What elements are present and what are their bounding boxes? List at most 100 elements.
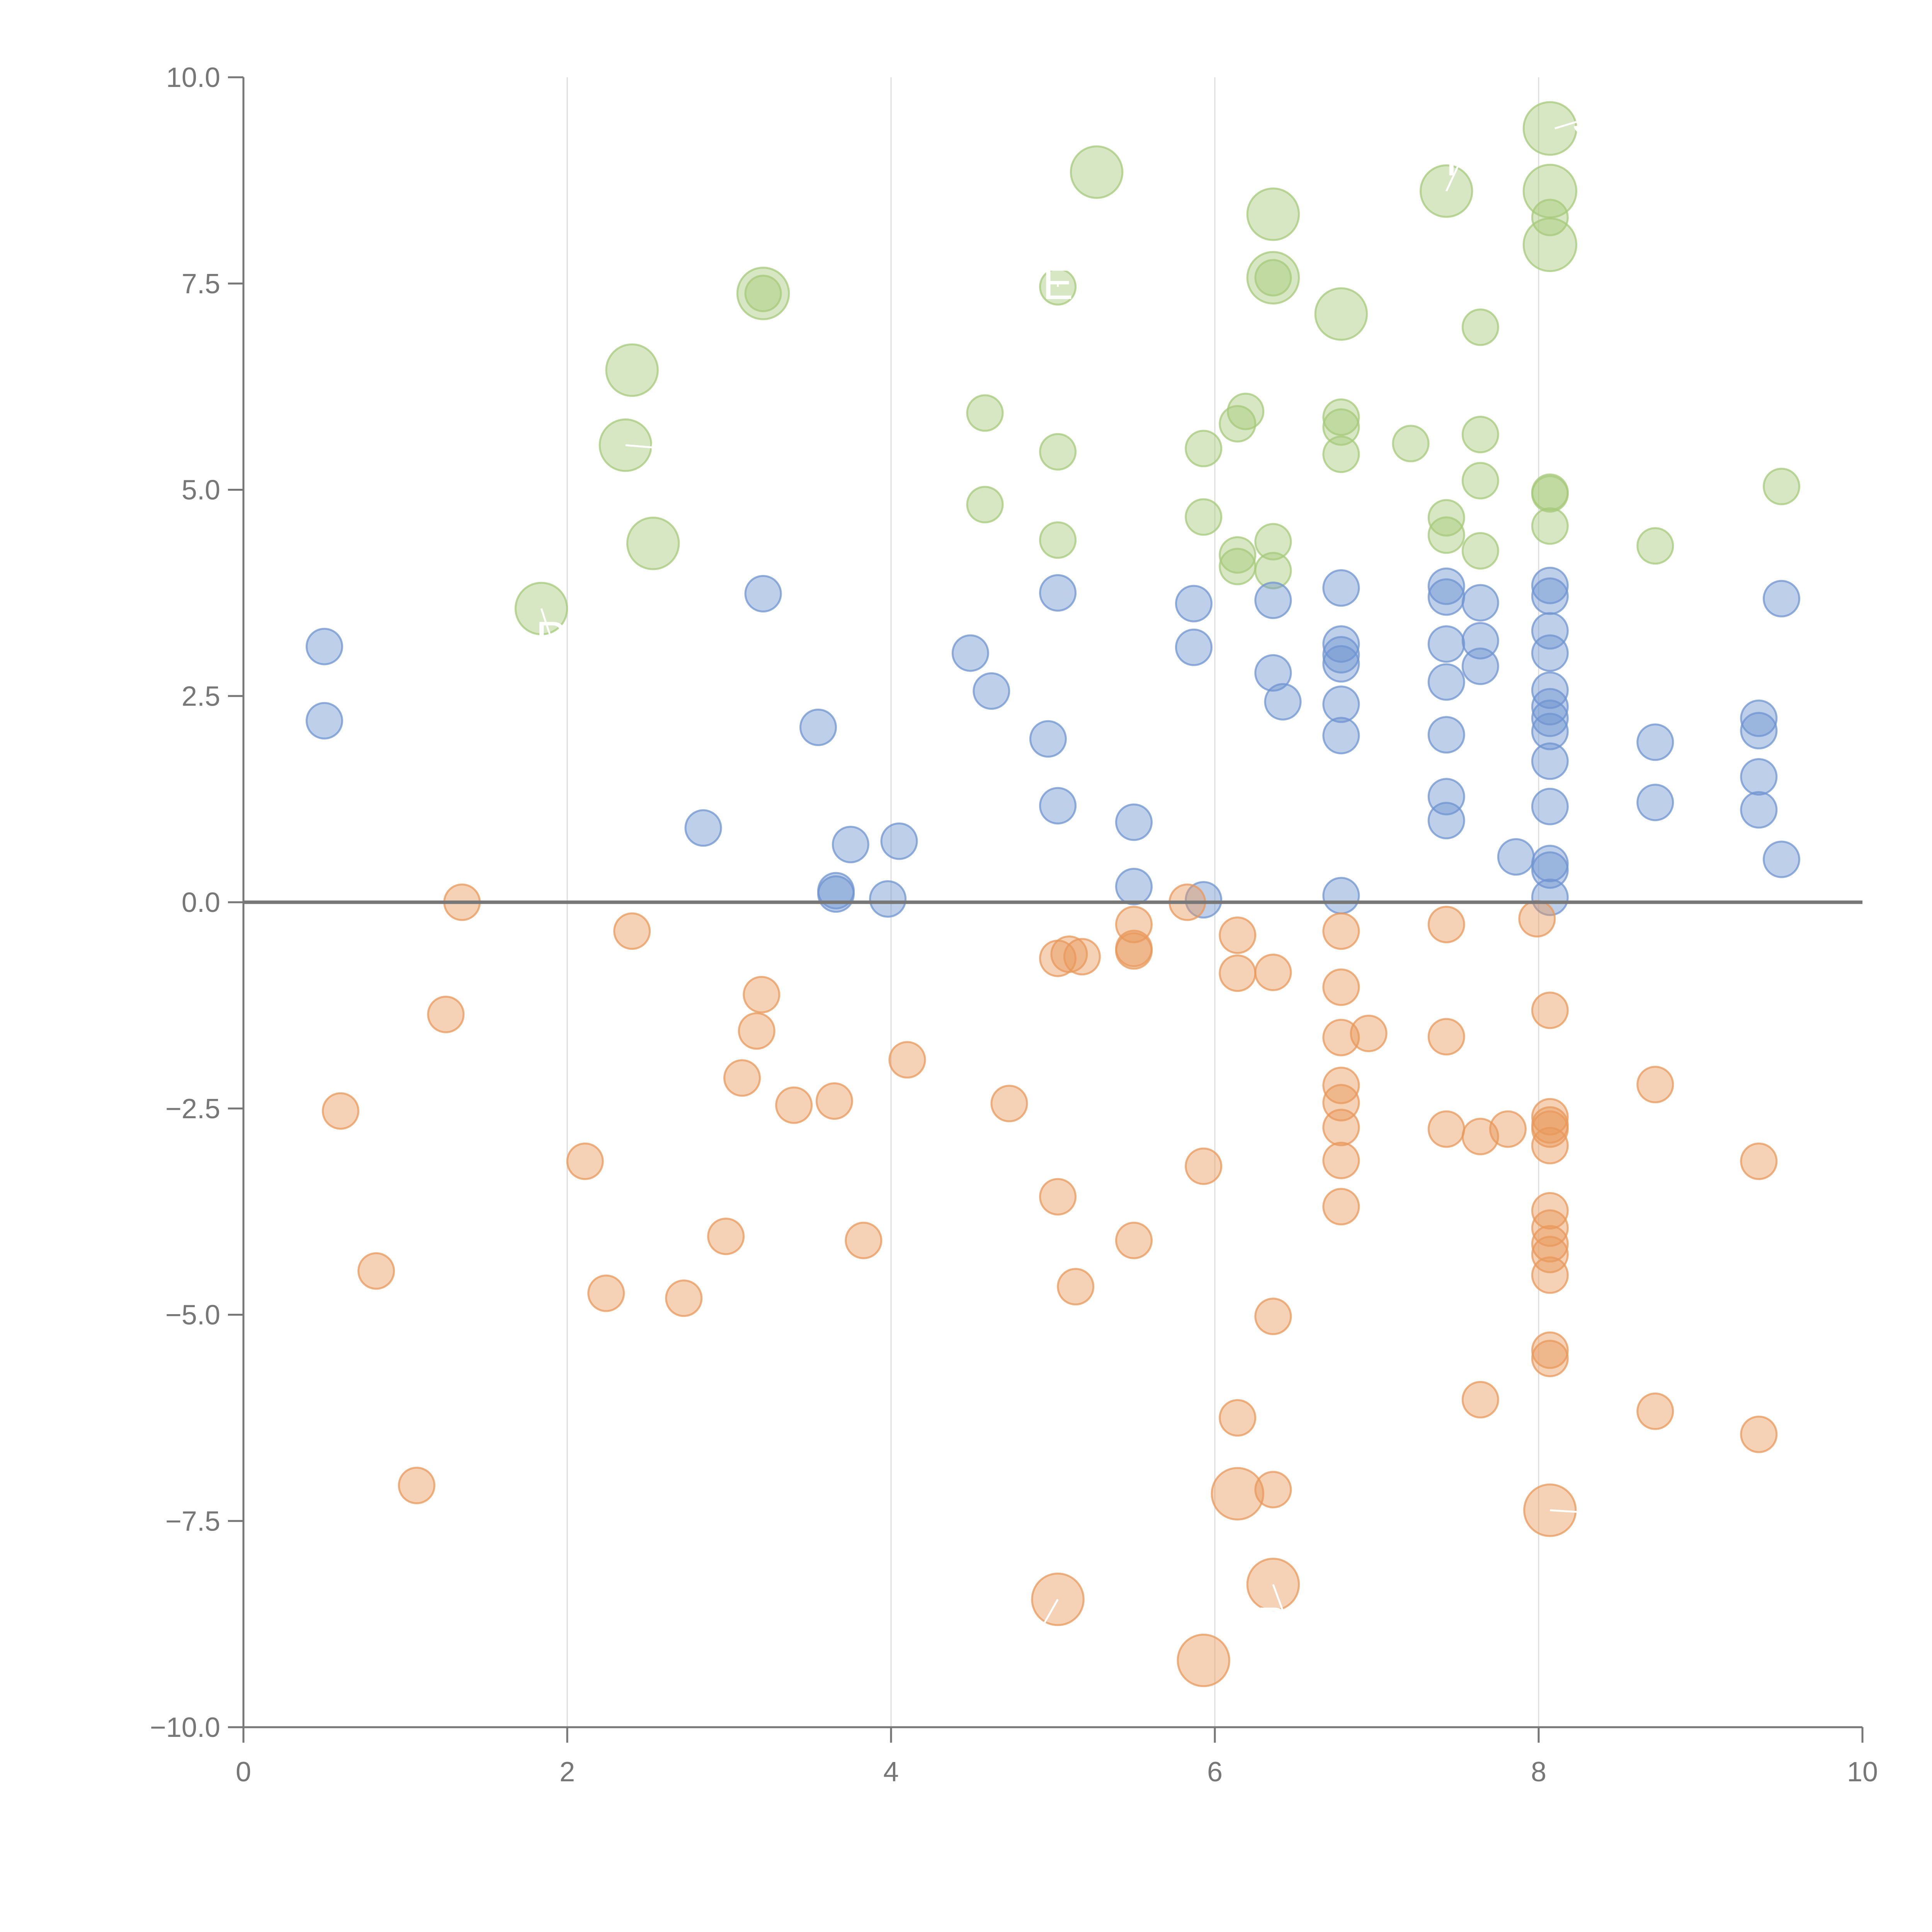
positive-bubble-49 bbox=[1531, 742, 1569, 780]
negative-bubble-11 bbox=[566, 1142, 604, 1180]
top-bubble-2 bbox=[1522, 217, 1578, 272]
top-bubble-0 bbox=[1522, 101, 1578, 156]
top-bubble-31 bbox=[1322, 435, 1360, 473]
negative-bubble-16 bbox=[738, 1012, 776, 1050]
negative-bubble-68 bbox=[1636, 1066, 1674, 1104]
positive-bubble-56 bbox=[1740, 699, 1778, 737]
positive-bubble-8 bbox=[817, 875, 855, 913]
negative-bubble-46 bbox=[1322, 1109, 1360, 1146]
positive-bubble-60 bbox=[1763, 580, 1800, 617]
top-bubble-35 bbox=[1461, 308, 1499, 346]
annotation-leader-1 bbox=[540, 608, 552, 639]
positive-bubble-10 bbox=[951, 634, 989, 672]
positive-bubble-16 bbox=[1115, 867, 1153, 905]
positive-bubble-41 bbox=[1531, 566, 1569, 604]
top-bubble-42 bbox=[1636, 527, 1674, 565]
negative-bubble-37 bbox=[1219, 1399, 1257, 1437]
negative-bubble-38 bbox=[1254, 1298, 1292, 1335]
negative-bubble-40 bbox=[1322, 912, 1360, 950]
negative-bubble-64 bbox=[1531, 1236, 1569, 1274]
positive-bubble-15 bbox=[1115, 803, 1153, 841]
positive-bubble-14 bbox=[1039, 787, 1077, 825]
negative-bubble-9 bbox=[357, 1252, 395, 1290]
top-bubble-43 bbox=[1763, 468, 1800, 505]
positive-bubble-57 bbox=[1740, 712, 1778, 750]
positive-bubble-19 bbox=[1175, 628, 1213, 666]
positive-bubble-23 bbox=[1322, 569, 1360, 607]
negative-bubble-31 bbox=[1115, 1221, 1153, 1259]
positive-bubble-1 bbox=[306, 702, 343, 740]
positive-bubble-29 bbox=[1322, 877, 1360, 915]
top-bubble-11 bbox=[626, 517, 680, 570]
top-bubble-29 bbox=[1322, 398, 1360, 436]
annotation-label-0: S bbox=[1572, 92, 1603, 144]
y-tick-label: 2.5 bbox=[182, 681, 220, 712]
negative-bubble-33 bbox=[1185, 1147, 1223, 1185]
top-bubble-20 bbox=[1039, 521, 1077, 559]
top-bubble-26 bbox=[1219, 548, 1257, 585]
y-tick-label: −10.0 bbox=[150, 1712, 220, 1743]
negative-bubble-55 bbox=[1518, 900, 1556, 938]
positive-bubble-33 bbox=[1427, 663, 1465, 701]
positive-bubble-40 bbox=[1497, 838, 1535, 876]
positive-bubble-34 bbox=[1427, 716, 1465, 754]
negative-bubble-17 bbox=[743, 976, 781, 1014]
annotation-leader-0 bbox=[1554, 117, 1588, 129]
annotation-label-1: P bbox=[536, 612, 566, 664]
y-tick-label: 5.0 bbox=[182, 475, 220, 506]
positive-bubble-18 bbox=[1175, 585, 1213, 622]
negative-bubble-35 bbox=[1219, 954, 1257, 992]
y-tick-label: −5.0 bbox=[165, 1300, 220, 1331]
top-bubble-38 bbox=[1461, 532, 1499, 570]
positive-bubble-47 bbox=[1531, 699, 1569, 737]
negative-bubble-13 bbox=[665, 1279, 703, 1317]
positive-bubble-48 bbox=[1531, 713, 1569, 750]
top-bubble-28 bbox=[1254, 552, 1292, 590]
top-bubble-16 bbox=[1039, 268, 1077, 306]
negative-bubble-21 bbox=[888, 1041, 926, 1079]
negative-bubble-20 bbox=[845, 1221, 883, 1259]
top-bubble-37 bbox=[1461, 462, 1499, 500]
top-bubble-15 bbox=[1531, 199, 1569, 236]
negative-bubble-15 bbox=[723, 1059, 761, 1097]
negative-bubble-26 bbox=[1063, 938, 1101, 976]
negative-bubble-43 bbox=[1350, 1015, 1388, 1052]
negative-bubble-19 bbox=[815, 1082, 853, 1120]
y-tick-label: −7.5 bbox=[165, 1506, 220, 1537]
positive-bubble-6 bbox=[880, 822, 918, 860]
axes: −10.0 −7.5 −5.0 −2.5 0.0 2.5 5.0 7.5 10.0 0 2 4 6 8 10 bbox=[150, 62, 1878, 1787]
x-tick-label: 4 bbox=[883, 1757, 899, 1787]
positive-bubble-37 bbox=[1461, 584, 1499, 622]
annotation-label-7: L bbox=[1578, 1486, 1604, 1538]
negative-bubble-57 bbox=[1531, 1098, 1569, 1136]
negative-bubble-53 bbox=[1489, 1110, 1527, 1148]
top-bubble-34 bbox=[1427, 516, 1465, 554]
top-bubble-18 bbox=[966, 486, 1004, 524]
negative-bubble-4 bbox=[1523, 1483, 1577, 1537]
top-bubble-9 bbox=[605, 343, 659, 397]
top-bubble-14 bbox=[1254, 259, 1292, 297]
y-tick-label: −2.5 bbox=[165, 1094, 220, 1124]
top-bubble-10 bbox=[599, 418, 653, 472]
negative-bubble-14 bbox=[707, 1218, 745, 1255]
positive-bubble-52 bbox=[1531, 851, 1569, 889]
positive-bubble-36 bbox=[1427, 802, 1465, 840]
positive-bubble-54 bbox=[1636, 723, 1674, 761]
annotation-label-2: P bbox=[1446, 134, 1476, 185]
negative-bubble-39 bbox=[1254, 1471, 1292, 1509]
positive-bubble-4 bbox=[684, 809, 722, 847]
negative-bubble-70 bbox=[1740, 1142, 1778, 1180]
annotation-leader-7 bbox=[1550, 1509, 1591, 1514]
annotation-leader-5 bbox=[1272, 1584, 1289, 1624]
top-bubble-25 bbox=[1219, 536, 1257, 574]
negative-bubble-49 bbox=[1427, 906, 1465, 944]
negative-bubble-2 bbox=[1246, 1558, 1300, 1611]
top-bubble-27 bbox=[1254, 523, 1292, 561]
annotation-label-3: C bbox=[649, 422, 683, 474]
negative-bubble-36 bbox=[1254, 954, 1292, 991]
positive-bubble-21 bbox=[1254, 654, 1292, 692]
positive-bubble-25 bbox=[1322, 636, 1360, 673]
x-tick-label: 6 bbox=[1207, 1757, 1223, 1787]
negative-bubble-42 bbox=[1322, 1019, 1360, 1056]
